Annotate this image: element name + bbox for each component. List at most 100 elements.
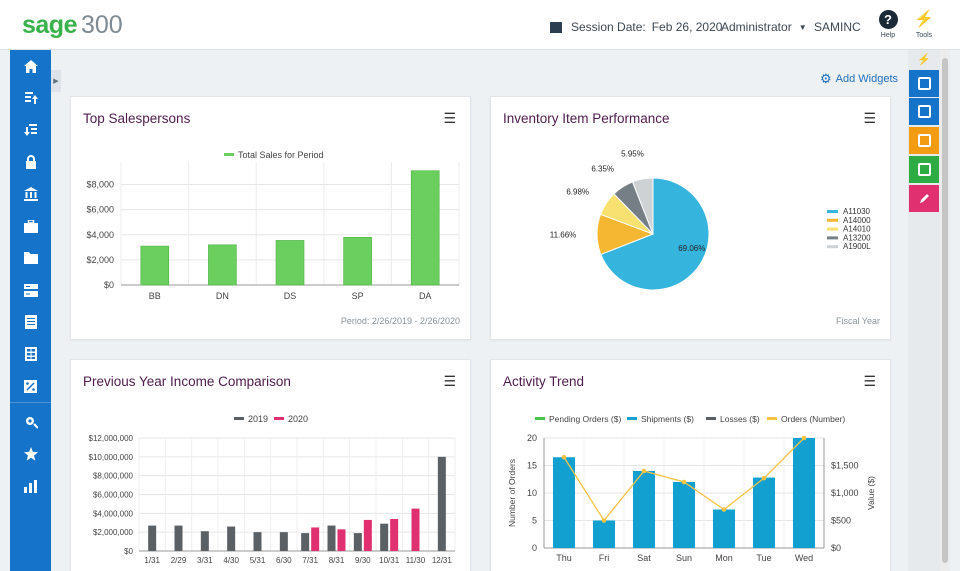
favorites-star-icon[interactable]	[10, 438, 51, 470]
gear-icon: ⚙	[820, 71, 832, 86]
screen-button[interactable]	[909, 70, 939, 97]
hamburger-menu-icon[interactable]: ☰	[863, 373, 876, 389]
bar	[279, 532, 288, 551]
spreadsheet-export-button[interactable]	[909, 156, 939, 183]
legend-swatch	[627, 417, 637, 420]
screen-settings-button[interactable]	[909, 98, 939, 125]
legend-swatch	[827, 236, 838, 240]
x-tick-label: 7/31	[302, 556, 318, 565]
y-tick-label: $8,000,000	[93, 472, 134, 481]
y-tick-label: $4,000,000	[93, 509, 134, 518]
legend-label: A14000	[843, 216, 871, 225]
server-icon[interactable]	[10, 274, 51, 306]
hamburger-menu-icon[interactable]: ☰	[443, 373, 456, 389]
x-tick-label: Fri	[599, 553, 610, 563]
bar	[353, 533, 362, 551]
page-scrollbar[interactable]	[940, 50, 950, 571]
user-menu[interactable]: Administrator ▼	[721, 20, 807, 34]
add-widgets-button[interactable]: ⚙ Add Widgets	[820, 71, 898, 87]
x-tick-label: Mon	[715, 553, 733, 563]
top-bar: sage 300 Session Date: Feb 26, 2020 Admin…	[0, 0, 960, 50]
legend-label: Orders (Number)	[781, 414, 845, 424]
bar	[343, 236, 372, 286]
legend-label: A13200	[843, 233, 871, 242]
bar	[301, 533, 310, 551]
slice-label: 11.66%	[550, 231, 577, 240]
help-button[interactable]: ? Help	[876, 10, 900, 39]
sidebar-expand-toggle[interactable]: ▶	[51, 70, 61, 92]
orders-point	[601, 518, 607, 523]
legend-label: A11030	[843, 207, 871, 216]
folder-icon[interactable]	[10, 242, 51, 274]
calendar-icon	[550, 21, 562, 33]
legend-swatch	[827, 245, 838, 249]
x-tick-label: 6/30	[276, 556, 292, 565]
pie-slice	[631, 177, 654, 235]
scrollbar-thumb[interactable]	[942, 58, 948, 563]
accounts-receivable-icon[interactable]	[10, 114, 51, 146]
bar	[363, 519, 372, 551]
percent-icon[interactable]	[10, 370, 51, 402]
x-tick-label: BB	[149, 291, 161, 301]
activity-trend-chart: Pending Orders ($) Shipments ($) Losses ($…	[507, 414, 876, 563]
spreadsheet-icon[interactable]	[10, 338, 51, 370]
x-tick-label: 11/30	[406, 556, 426, 565]
document-icon[interactable]	[10, 306, 51, 338]
reports-chart-icon[interactable]	[10, 470, 51, 502]
lightning-icon: ⚡	[917, 54, 931, 66]
hamburger-menu-icon[interactable]: ☰	[443, 110, 456, 126]
legend-swatch	[827, 210, 838, 213]
x-tick-label: Sat	[637, 553, 651, 563]
briefcase-icon[interactable]	[10, 210, 51, 242]
slice-label: 69.06%	[678, 244, 705, 253]
pie-slice	[600, 177, 710, 291]
slice-label: 6.35%	[591, 164, 614, 173]
orders-point	[721, 507, 727, 512]
legend-swatch	[224, 153, 234, 156]
y-tick-label: $6,000,000	[93, 491, 134, 500]
home-icon[interactable]	[10, 50, 51, 82]
bank-icon[interactable]	[10, 178, 51, 210]
x-tick-label: DS	[284, 291, 297, 301]
widget-title: Previous Year Income Comparison	[83, 374, 291, 389]
edit-button[interactable]	[909, 185, 939, 212]
legend-swatch	[535, 417, 545, 420]
legend-label: A1900L	[843, 242, 871, 251]
bar	[553, 457, 575, 548]
x-tick-label: 10/31	[379, 556, 400, 565]
legend-label: Shipments ($)	[641, 414, 694, 424]
spreadsheet-file-icon	[917, 163, 931, 176]
y-tick-label: $2,000	[86, 255, 114, 265]
accounts-payable-icon[interactable]	[10, 82, 51, 114]
settings-gear-icon[interactable]	[10, 406, 51, 438]
user-name: Administrator	[721, 20, 792, 34]
x-tick-label: 9/30	[355, 556, 371, 565]
bar	[337, 529, 346, 551]
x-tick-label: Tue	[756, 553, 771, 563]
tools-button[interactable]: ⚡ Tools	[912, 10, 936, 39]
x-tick-label: 1/31	[144, 556, 160, 565]
y-tick-label: $6,000	[86, 205, 114, 215]
y2-tick-label: $1,500	[831, 461, 859, 471]
x-tick-label: 5/31	[250, 556, 266, 565]
y2-axis-title: Value ($)	[866, 476, 876, 510]
brand-version: 300	[80, 11, 123, 39]
widget-title: Inventory Item Performance	[503, 111, 670, 126]
hamburger-menu-icon[interactable]: ☰	[863, 110, 876, 126]
lock-icon[interactable]	[10, 146, 51, 178]
y-tick-label: 10	[527, 488, 537, 498]
x-tick-label: DA	[419, 291, 432, 301]
x-tick-label: 2/29	[171, 556, 187, 565]
legend-label: 2019	[248, 414, 268, 424]
company-name: SAMINC	[814, 20, 861, 34]
excel-export-button[interactable]	[909, 127, 939, 154]
bar	[227, 526, 236, 551]
y-tick-label: 15	[527, 461, 537, 471]
sage-logo[interactable]: sage 300	[22, 10, 123, 40]
legend-swatch	[767, 417, 777, 420]
brand-name: sage	[22, 11, 77, 39]
activity-trend-widget: Activity Trend ☰ Pending Orders ($) Shipm…	[490, 359, 891, 571]
orders-point	[561, 454, 567, 460]
help-label: Help	[880, 32, 896, 39]
screen-icon	[917, 77, 931, 90]
